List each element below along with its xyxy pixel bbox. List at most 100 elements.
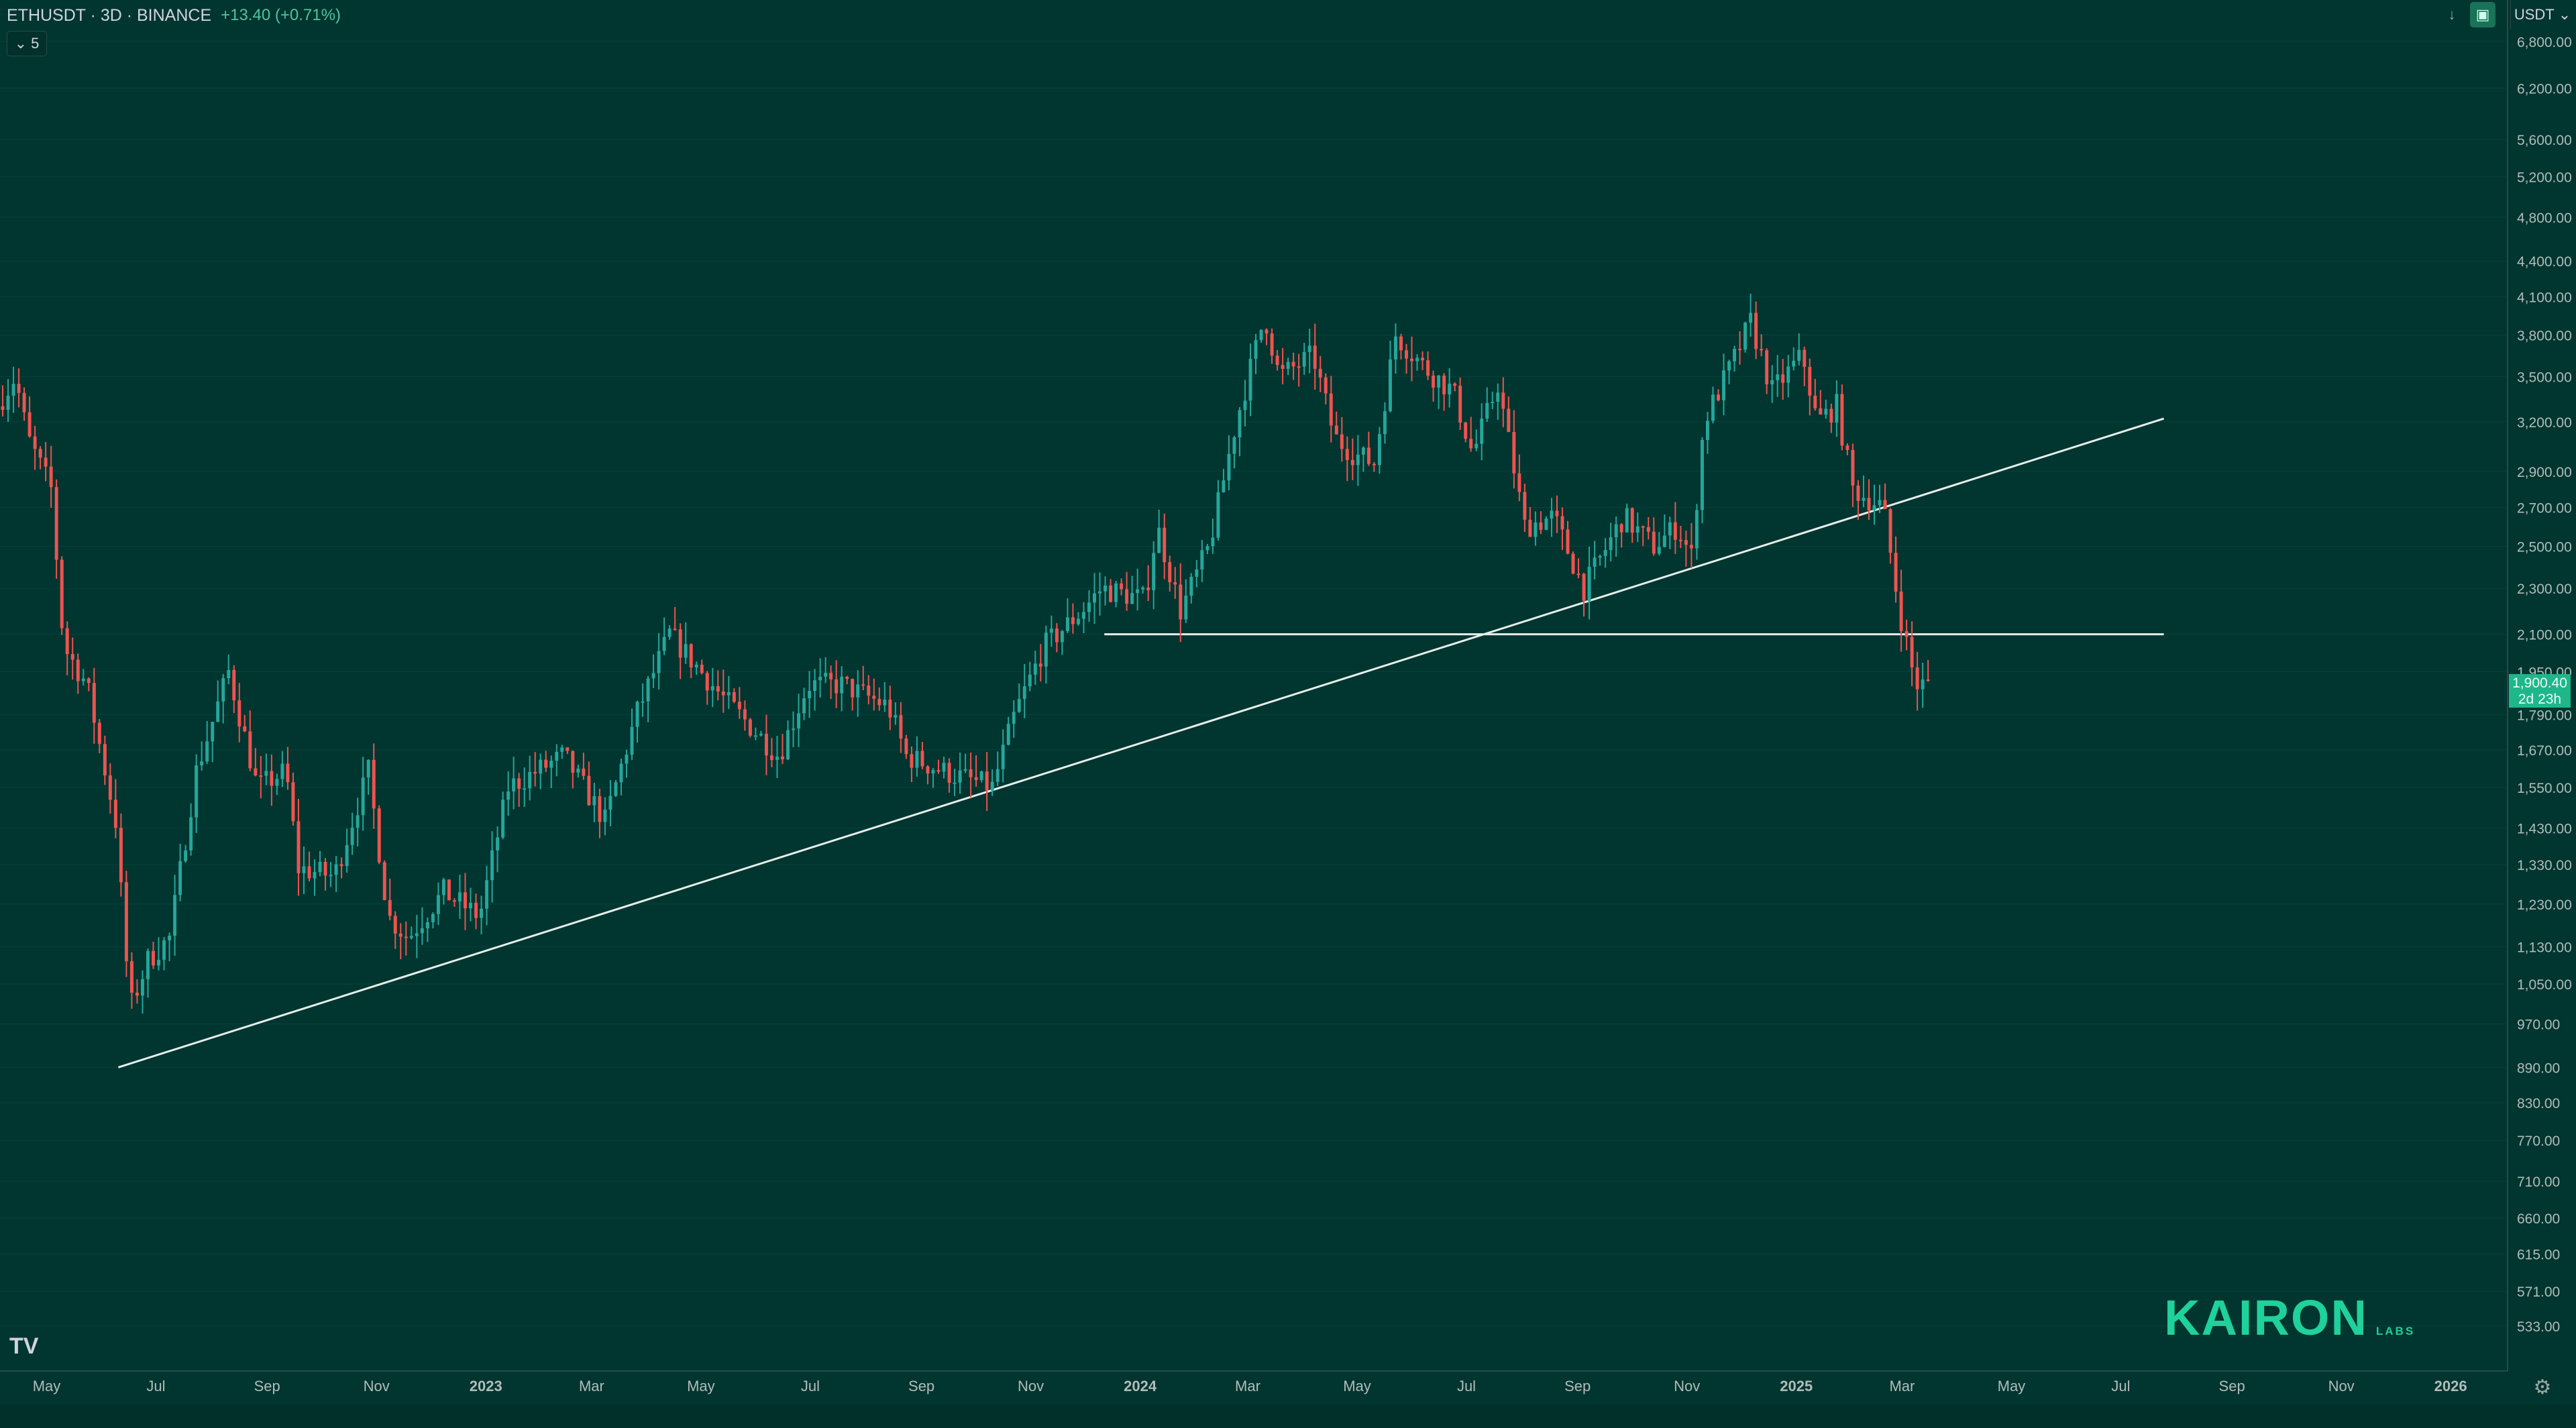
candle-body — [1179, 584, 1183, 620]
currency-selector[interactable]: USDT ⌄ — [2510, 0, 2574, 30]
time-tick-label: Nov — [1674, 1378, 1700, 1394]
candle-body — [813, 680, 817, 692]
candle-body — [1399, 336, 1403, 351]
candle-body — [1560, 516, 1564, 530]
candle-body — [1491, 402, 1495, 404]
candle-body — [1318, 368, 1322, 378]
candle-body — [721, 691, 725, 696]
candle-body — [1022, 686, 1026, 700]
candle-body — [625, 755, 629, 764]
candle-body — [582, 768, 586, 776]
candle-body — [1469, 439, 1473, 449]
candle-body — [1803, 349, 1807, 367]
candle-body — [877, 698, 881, 706]
candle-body — [1265, 329, 1269, 334]
tradingview-logo-icon[interactable]: TV — [9, 1333, 39, 1359]
time-tick-label: Mar — [579, 1378, 604, 1394]
trendline[interactable] — [117, 417, 2165, 1068]
price-tick-label: 2,500.00 — [2517, 539, 2572, 555]
candle-body — [11, 384, 15, 396]
candle-body — [291, 782, 295, 822]
gear-icon[interactable]: ⚙ — [2533, 1376, 2552, 1398]
candle-body — [904, 738, 908, 755]
candle-body — [899, 715, 903, 739]
candle-body — [103, 744, 107, 776]
candle-body — [441, 879, 445, 895]
candle-body — [92, 683, 96, 723]
candle-body — [710, 686, 714, 691]
candle-body — [189, 817, 193, 850]
candle-body — [1093, 593, 1096, 603]
candle-body — [1910, 637, 1914, 668]
candle-body — [1307, 345, 1311, 352]
price-axis[interactable]: 533.00 571.00 615.00 660.00 710.00 770.00 830.… — [2517, 35, 2572, 1335]
candle-body — [1587, 567, 1591, 601]
candle-body — [1695, 510, 1699, 549]
candle-body — [1824, 408, 1828, 415]
candle-body — [372, 759, 376, 809]
candle-body — [732, 692, 736, 702]
symbol-header[interactable]: ETHUSDT · 3D · BINANCE +13.40 (+0.71%) — [7, 2, 341, 29]
candle-body — [200, 761, 204, 766]
candle-body — [587, 775, 591, 806]
candle-body — [1383, 411, 1387, 435]
candle-body — [630, 726, 634, 755]
candle-body — [1232, 437, 1236, 454]
candle-body — [1356, 454, 1360, 465]
candle-body — [1432, 376, 1436, 388]
candle-body — [404, 936, 408, 938]
symbol-line[interactable]: ETHUSDT · 3D · BINANCE — [7, 5, 212, 25]
time-tick-label: Sep — [254, 1378, 280, 1394]
candle-body — [1883, 500, 1887, 510]
candle-body — [1888, 509, 1892, 553]
candle-body — [81, 678, 85, 681]
candle-body — [1614, 524, 1618, 538]
candle-body — [544, 759, 548, 768]
candle-body — [1313, 345, 1317, 369]
candle-body — [979, 771, 983, 781]
candle-body — [705, 673, 709, 691]
candle-body — [275, 779, 279, 786]
candle-body — [1286, 362, 1290, 369]
price-tick-label: 1,230.00 — [2517, 897, 2572, 913]
chevron-down-icon: ⌄ — [14, 35, 28, 52]
candle-body — [1705, 421, 1709, 441]
candle-body — [662, 637, 666, 651]
candle-body — [528, 771, 532, 789]
candle-body — [1700, 440, 1704, 510]
snapshot-icon[interactable]: ▣ — [2470, 2, 2496, 28]
candle-body — [1593, 557, 1597, 567]
time-tick-label: Jul — [2111, 1378, 2130, 1394]
candle-body — [808, 691, 812, 698]
download-arrow-icon[interactable]: ↓ — [2448, 6, 2456, 23]
candle-body — [700, 665, 704, 673]
time-tick-label: Sep — [2219, 1378, 2245, 1394]
candle-body — [1738, 349, 1742, 351]
candle-body — [1921, 679, 1925, 690]
candle-body — [1081, 612, 1085, 619]
candle-body — [1566, 529, 1570, 554]
indicators-toggle[interactable]: ⌄ 5 — [7, 31, 47, 56]
time-axis[interactable]: May Jul Sep Nov 2023 Mar May Jul Sep Nov 2024 Mar Ma… — [33, 1378, 2467, 1394]
candle-body — [915, 751, 919, 768]
candle-body — [936, 770, 941, 772]
candle-body — [1227, 453, 1231, 481]
candle-body — [33, 436, 37, 449]
candle-body — [1152, 553, 1156, 590]
candle-body — [1517, 473, 1521, 492]
indicator-count: 5 — [31, 35, 40, 52]
candle-body — [6, 395, 10, 410]
candle-body — [1405, 350, 1408, 359]
candle-body — [458, 892, 462, 902]
candle-body — [1733, 349, 1737, 362]
candle-body — [1662, 535, 1666, 547]
candle-body — [727, 692, 731, 696]
candle-body — [748, 719, 752, 736]
price-tick-label: 1,130.00 — [2517, 940, 2572, 956]
candle-body — [17, 384, 21, 393]
price-tick-label: 970.00 — [2517, 1018, 2560, 1033]
candle-body — [382, 862, 386, 900]
time-tick-label: Nov — [2328, 1378, 2355, 1394]
candle-body — [1722, 370, 1725, 400]
